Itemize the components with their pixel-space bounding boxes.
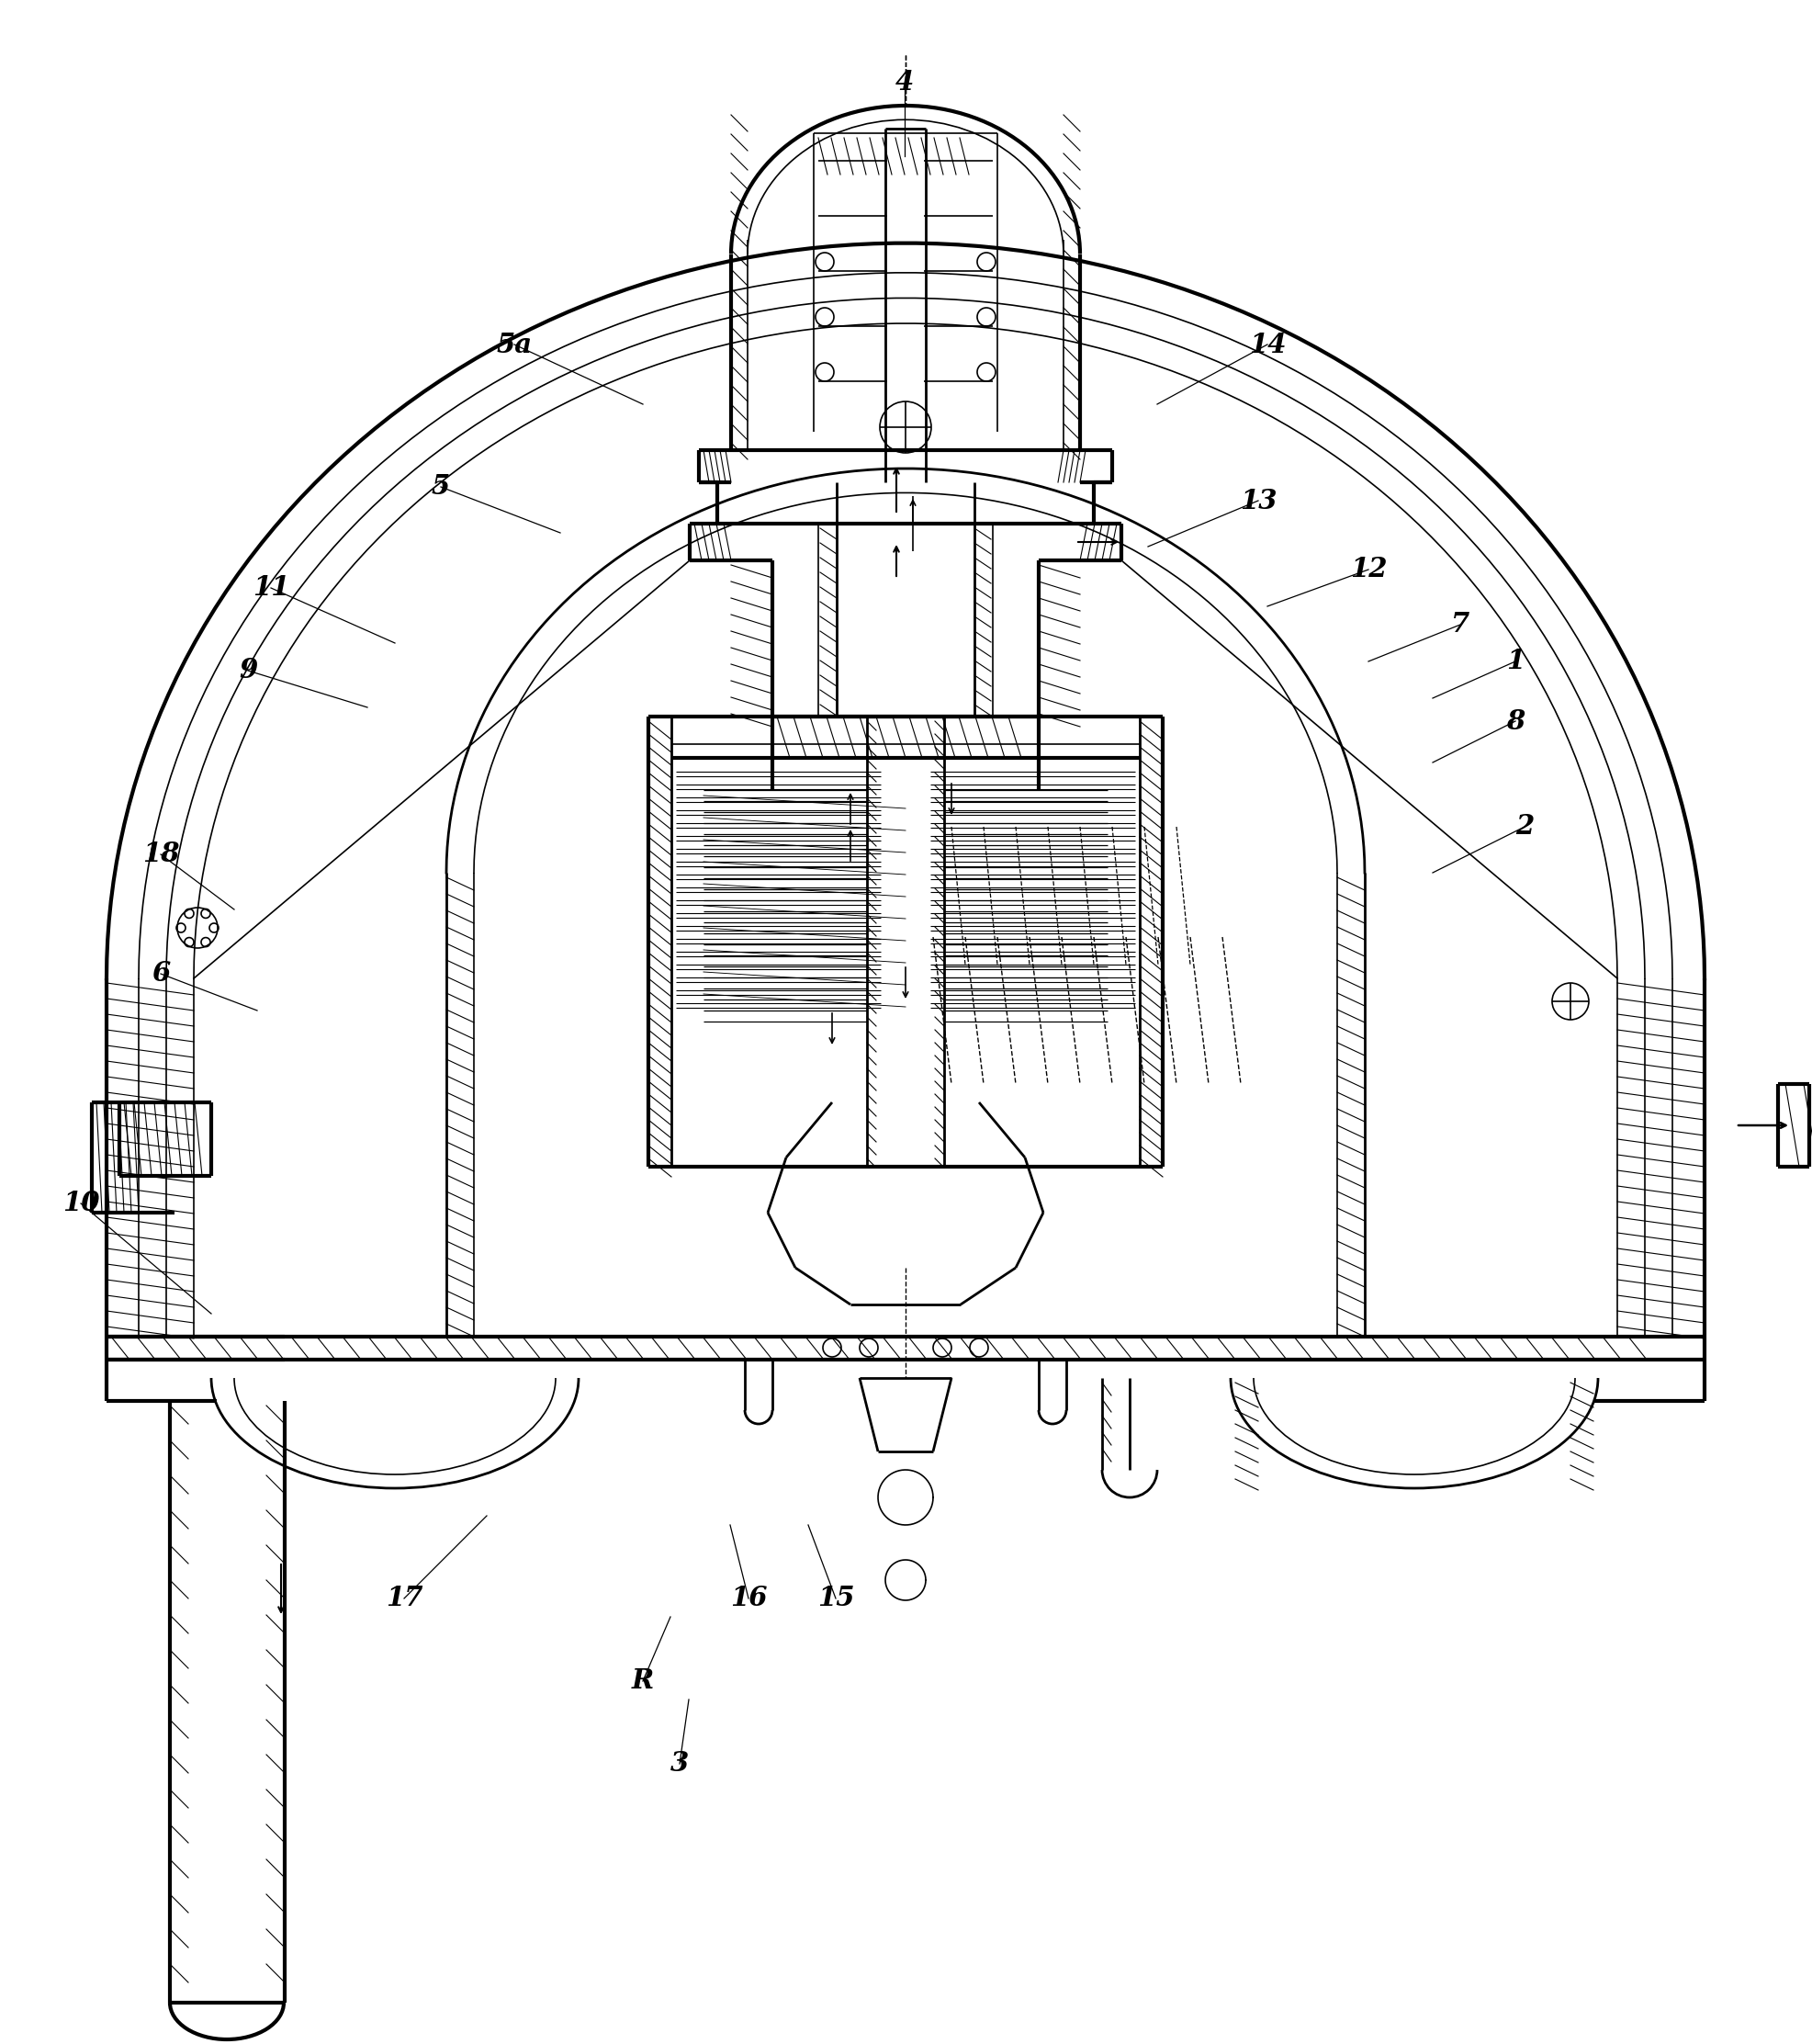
Text: 6: 6 [152, 961, 170, 987]
Text: 9: 9 [239, 658, 257, 685]
Text: 2: 2 [1515, 814, 1533, 840]
Text: 5: 5 [431, 474, 449, 501]
Text: 1: 1 [1506, 648, 1524, 675]
Text: 14: 14 [1248, 331, 1287, 358]
Text: 5a: 5a [496, 331, 533, 358]
Text: 7: 7 [1451, 611, 1470, 638]
Text: 13: 13 [1239, 486, 1277, 513]
Text: 10: 10 [62, 1190, 100, 1216]
Text: 8: 8 [1506, 707, 1524, 734]
Text: 12: 12 [1350, 556, 1386, 583]
Text: 16: 16 [730, 1586, 766, 1613]
Text: R: R [632, 1668, 654, 1694]
Text: 15: 15 [817, 1586, 853, 1613]
Text: 3: 3 [670, 1750, 689, 1776]
Text: 17: 17 [386, 1586, 422, 1613]
Text: 18: 18 [141, 840, 179, 867]
Text: 4: 4 [895, 69, 913, 96]
Text: 11: 11 [252, 574, 290, 601]
